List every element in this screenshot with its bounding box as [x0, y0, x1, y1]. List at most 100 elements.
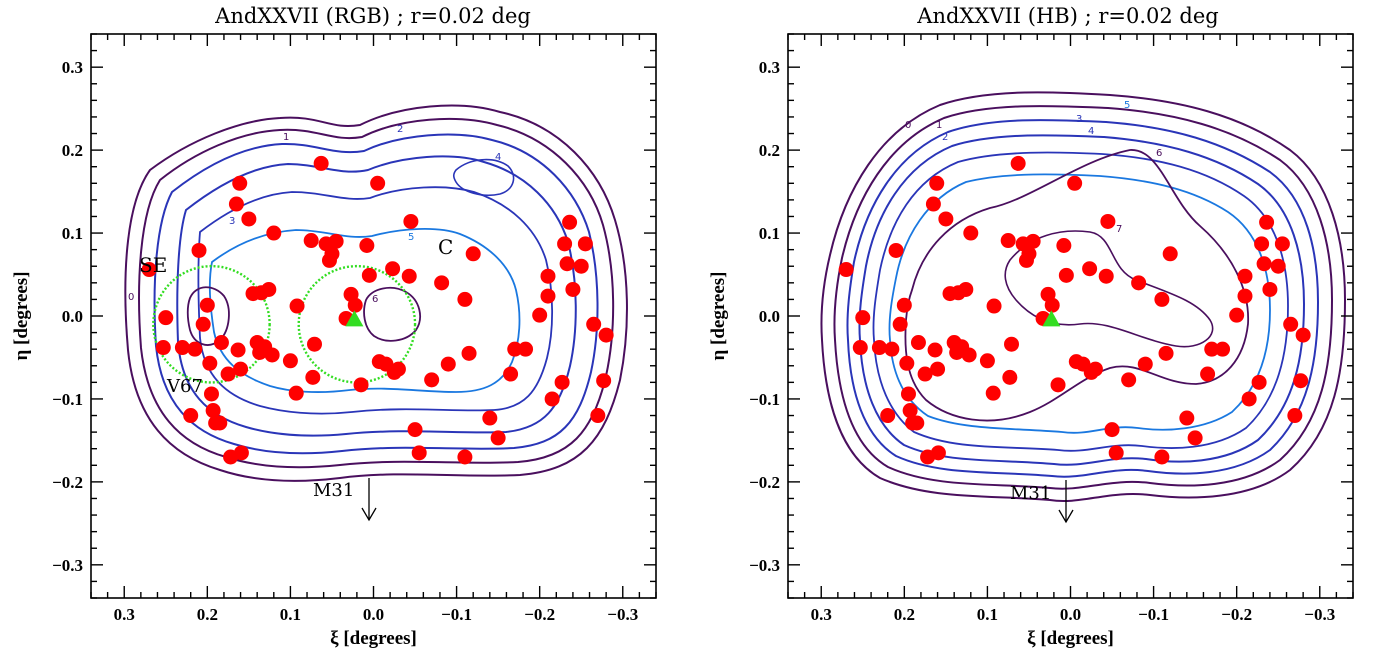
data-point — [884, 341, 900, 357]
x-tick-label: −0.1 — [441, 605, 472, 624]
contour-label-1: 1 — [283, 132, 289, 143]
contour-label-5: 5 — [1124, 100, 1130, 111]
contours — [124, 104, 628, 482]
data-point — [141, 262, 157, 278]
data-point — [1187, 430, 1203, 446]
x-tick-label: −0.1 — [1138, 605, 1169, 624]
x-tick-label: 0.1 — [280, 605, 301, 624]
data-point — [573, 258, 589, 274]
data-point — [220, 366, 236, 382]
axes: 0.3 0.3 0.2 0.2 0.1 0.1 0.0 0.0 −0.1 −0.1 −0.2 −0.2… — [708, 33, 1354, 649]
y-tick-label: −0.3 — [52, 556, 83, 575]
data-point — [958, 281, 974, 297]
data-point — [1104, 422, 1120, 438]
data-point — [155, 340, 171, 356]
data-point — [1000, 233, 1016, 249]
contours — [820, 91, 1347, 502]
data-point — [1259, 214, 1275, 230]
data-point — [986, 298, 1002, 314]
axes: 0.3 0.3 0.2 0.2 0.1 0.1 0.0 0.0 −0.1 −0.1 −0.2 −0.2… — [11, 33, 657, 649]
y-tick-label: 0.2 — [62, 141, 83, 160]
data-point — [1100, 213, 1116, 229]
data-point — [457, 291, 473, 307]
data-point — [212, 415, 228, 431]
x-tick-label: −0.2 — [524, 605, 555, 624]
contour-level-4 — [872, 151, 1289, 452]
data-point — [370, 175, 386, 191]
data-point — [233, 361, 249, 377]
data-point — [1154, 449, 1170, 465]
data-point — [307, 336, 323, 352]
label-m31: M31 — [313, 480, 354, 501]
data-point — [910, 335, 926, 351]
data-point — [390, 361, 406, 377]
arrow-down-icon — [361, 478, 377, 522]
data-point — [158, 310, 174, 326]
region-circle-c — [297, 264, 417, 384]
data-point — [203, 386, 219, 402]
y-tick-label: −0.2 — [52, 473, 83, 492]
data-point — [328, 233, 344, 249]
data-point — [892, 316, 908, 332]
data-point — [1270, 258, 1286, 274]
data-point — [353, 377, 369, 393]
y-tick-label: 0.2 — [759, 141, 780, 160]
contour-label-7: 7 — [1116, 224, 1122, 235]
x-tick-label: 0.3 — [114, 605, 135, 624]
data-point — [1200, 366, 1216, 382]
data-point — [1137, 356, 1153, 372]
data-point — [1254, 236, 1270, 252]
chart-title: AndXXVII (HB) ; r=0.02 deg — [916, 4, 1218, 28]
data-point — [457, 449, 473, 465]
contour-labels: 0 1 2 3 4 5 6 7 — [905, 100, 1162, 235]
data-point — [938, 211, 954, 227]
data-point — [347, 297, 363, 313]
data-point — [233, 445, 249, 461]
data-point — [930, 445, 946, 461]
data-point — [261, 281, 277, 297]
data-point — [852, 340, 868, 356]
contour-level-4c — [452, 158, 515, 197]
data-point — [1154, 291, 1170, 307]
data-point — [902, 403, 918, 419]
data-point — [289, 298, 305, 314]
data-point — [909, 415, 925, 431]
data-point — [282, 353, 298, 369]
data-point — [1215, 341, 1231, 357]
x-tick-label: −0.3 — [1304, 605, 1335, 624]
data-point — [303, 233, 319, 249]
data-point — [1067, 175, 1083, 191]
contour-label-0: 0 — [905, 120, 911, 131]
y-axis-label: η [degrees] — [11, 271, 32, 360]
data-point — [1087, 361, 1103, 377]
data-point — [929, 175, 945, 191]
data-point — [1050, 377, 1066, 393]
data-point — [838, 262, 854, 278]
data-point — [1158, 345, 1174, 361]
data-point — [963, 225, 979, 241]
y-tick-label: −0.1 — [52, 390, 83, 409]
contour-label-5: 5 — [408, 232, 414, 243]
data-point — [1098, 268, 1114, 284]
data-point — [1256, 256, 1272, 272]
contour-label-2: 2 — [397, 124, 403, 135]
y-tick-label: 0.3 — [759, 58, 780, 77]
contour-level-1 — [833, 105, 1334, 490]
data-point — [1237, 268, 1253, 284]
data-point — [401, 268, 417, 284]
panel-rgb: AndXXVII (RGB) ; r=0.02 deg 0 1 2 3 4 5 … — [11, 4, 657, 649]
center-marker — [1042, 310, 1061, 327]
data-point — [191, 242, 207, 258]
data-points — [141, 155, 614, 465]
data-point — [1283, 316, 1299, 332]
data-point — [305, 369, 321, 385]
data-point — [205, 403, 221, 419]
data-point — [183, 408, 199, 424]
data-points — [838, 155, 1311, 465]
data-point — [266, 225, 282, 241]
x-tick-label: 0.1 — [977, 605, 998, 624]
contour-level-0 — [820, 91, 1347, 502]
contour-level-3 — [858, 134, 1306, 466]
y-tick-label: −0.3 — [749, 556, 780, 575]
